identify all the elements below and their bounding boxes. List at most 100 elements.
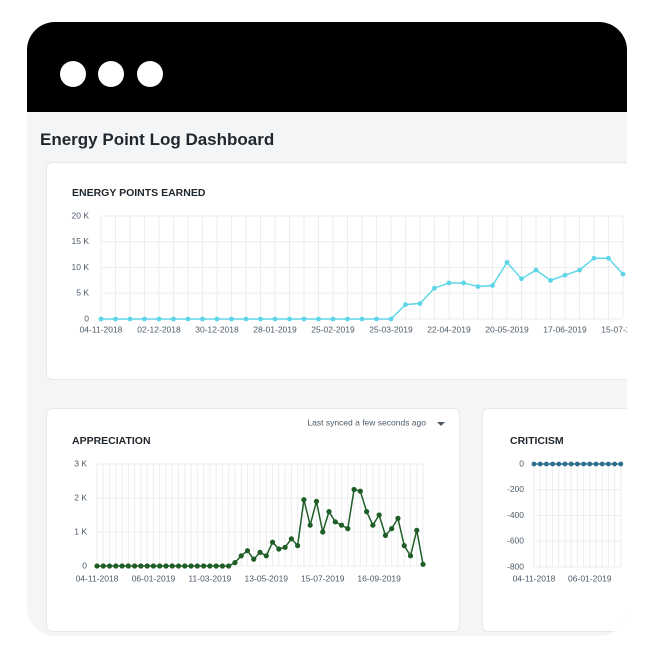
point: [550, 461, 555, 467]
point: [531, 461, 537, 467]
point: [420, 561, 426, 567]
x-tick-label: 15-07-2019: [601, 324, 627, 334]
point: [243, 316, 249, 322]
point: [185, 316, 191, 322]
point: [219, 563, 225, 569]
point: [94, 563, 100, 569]
point: [251, 556, 257, 562]
chart: CRITICISM 04-11-2018 06-01-2019 0 -200 -400 -6…: [507, 435, 624, 583]
point: [113, 316, 118, 322]
point: [188, 563, 194, 569]
browser-bar: [27, 22, 627, 112]
point: [138, 563, 144, 569]
point: [519, 276, 524, 282]
point: [562, 272, 568, 278]
point: [388, 316, 394, 322]
point: [200, 316, 205, 322]
point: [370, 522, 376, 528]
x-tick-label: 04-11-2018: [513, 573, 556, 583]
y-tick-label: -400: [507, 510, 524, 520]
point: [113, 563, 119, 569]
point: [150, 563, 157, 569]
point: [364, 509, 370, 515]
point: [345, 316, 350, 322]
point: [401, 543, 407, 549]
point: [156, 316, 162, 322]
point: [320, 529, 326, 535]
chart-card: CRITICISM 04-11-2018 06-01-2019 0 -200 -400 -6…: [482, 408, 627, 632]
point: [414, 527, 420, 533]
chart-title: ENERGY POINTS EARNED: [72, 187, 206, 199]
x-tick-label: 11-03-2019: [188, 573, 231, 583]
y-tick-label: -800: [507, 561, 524, 571]
sync-status: Last synced a few seconds ago: [307, 417, 426, 427]
point: [374, 316, 379, 322]
point: [272, 316, 278, 322]
point: [612, 461, 617, 467]
point: [533, 267, 539, 273]
y-tick-label: 0: [82, 560, 87, 570]
point: [606, 255, 611, 261]
y-tick-label: -600: [507, 536, 524, 546]
point: [357, 488, 363, 494]
point: [288, 536, 294, 542]
point: [229, 316, 234, 322]
x-tick-label: 16-09-2019: [357, 573, 401, 583]
point: [98, 316, 104, 322]
point: [326, 509, 332, 515]
point: [258, 316, 263, 322]
window-dot: [60, 61, 86, 87]
point: [620, 271, 626, 277]
point: [403, 302, 408, 307]
point: [213, 563, 219, 569]
point: [389, 526, 395, 532]
point: [544, 461, 549, 467]
point: [395, 515, 401, 521]
point: [351, 486, 357, 493]
y-tick-label: 15 K: [72, 236, 90, 246]
point: [301, 497, 307, 503]
y-tick-label: -200: [507, 484, 524, 494]
point: [214, 316, 220, 322]
point: [490, 283, 495, 288]
y-tick-label: 0: [519, 458, 524, 468]
point: [269, 539, 276, 545]
point: [127, 316, 133, 322]
point: [106, 563, 113, 569]
point: [446, 280, 452, 286]
point: [169, 563, 175, 569]
chart-title: APPRECIATION: [72, 435, 151, 447]
point: [144, 563, 150, 569]
point: [376, 512, 382, 518]
point: [461, 280, 466, 286]
point: [200, 563, 207, 569]
point: [548, 277, 553, 283]
x-tick-label: 13-05-2019: [245, 573, 289, 583]
x-tick-label: 15-07-2019: [301, 573, 345, 583]
point: [407, 553, 414, 559]
point: [562, 461, 568, 467]
x-tick-label: 25-03-2019: [369, 324, 413, 334]
x-tick-label: 06-01-2019: [568, 573, 612, 583]
point: [556, 461, 562, 467]
point: [330, 316, 336, 322]
point: [287, 316, 292, 322]
x-tick-label: 28-01-2019: [253, 324, 297, 334]
y-tick-label: 2 K: [74, 492, 87, 502]
point: [316, 316, 321, 322]
point: [119, 563, 125, 569]
point: [307, 522, 313, 528]
point: [276, 546, 282, 552]
window-dot: [98, 61, 124, 87]
x-tick-label: 20-05-2019: [485, 324, 529, 334]
point: [226, 563, 232, 569]
y-tick-label: 0: [84, 313, 89, 323]
chart: APPRECIATION Last synced a few seconds ag…: [72, 417, 445, 583]
point: [593, 461, 599, 467]
page-title: Energy Point Log Dashboard: [40, 130, 275, 149]
point: [345, 526, 351, 532]
sync-menu-caret[interactable]: [437, 422, 445, 426]
point: [618, 461, 624, 467]
x-tick-label: 06-01-2019: [132, 573, 176, 583]
